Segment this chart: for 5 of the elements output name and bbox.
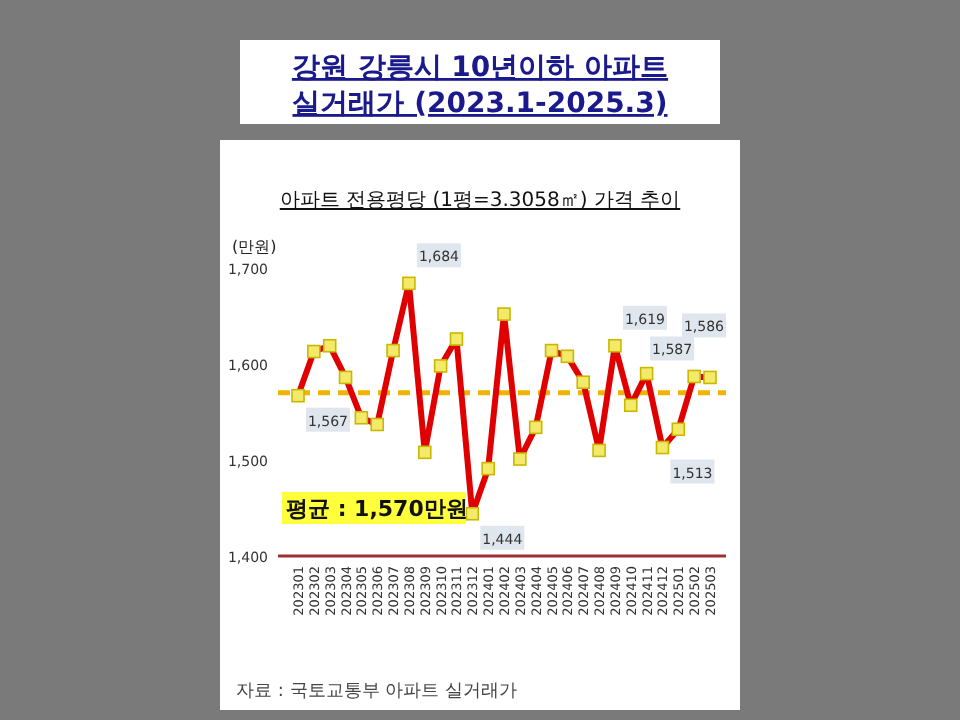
chart-title: 강원 강릉시 10년이하 아파트 실거래가 (2023.1-2025.3) — [291, 52, 669, 120]
text: 자료 : 국토교통부 아파트 실거래가 — [236, 682, 517, 702]
annotation: 평균 : 1,570만원 — [286, 496, 468, 522]
y-axis-title: (만원) — [232, 238, 277, 256]
chart-subtitle: 아파트 전용평당 (1평=3.3058㎡) 가격 추이 — [279, 190, 681, 212]
